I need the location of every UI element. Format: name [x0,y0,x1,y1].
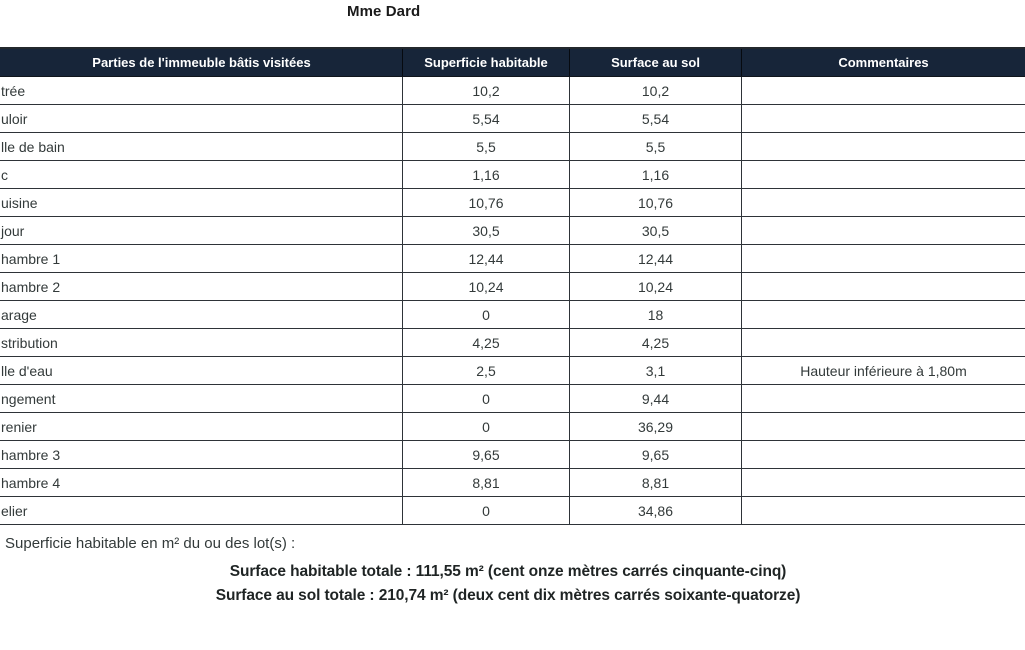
table-body: trée 10,2 10,2 uloir 5,54 5,54 lle de ba… [0,77,1025,525]
cell-superficie: 0 [403,301,570,328]
cell-comment [742,385,1025,412]
cell-comment [742,77,1025,104]
table-row: lle d'eau 2,5 3,1 Hauteur inférieure à 1… [0,357,1025,385]
table-row: uloir 5,54 5,54 [0,105,1025,133]
cell-superficie: 5,5 [403,133,570,160]
cell-superficie: 0 [403,497,570,524]
cell-room-name: uloir [0,105,403,132]
table-row: hambre 2 10,24 10,24 [0,273,1025,301]
cell-room-name: lle de bain [0,133,403,160]
cell-comment [742,301,1025,328]
cell-surface-sol: 10,76 [570,189,742,216]
cell-comment [742,441,1025,468]
cell-superficie: 10,24 [403,273,570,300]
table-header-row: Parties de l'immeuble bâtis visitées Sup… [0,49,1025,77]
cell-comment [742,413,1025,440]
cell-comment: Hauteur inférieure à 1,80m [800,362,967,379]
cell-surface-sol: 9,44 [570,385,742,412]
cell-surface-sol: 1,16 [570,161,742,188]
superficie-lot-label: Superficie habitable en m² du ou des lot… [5,535,296,552]
cell-room-name: elier [0,497,403,524]
cell-surface-sol: 34,86 [570,497,742,524]
total-habitable-line: Surface habitable totale : 111,55 m² (ce… [229,563,787,580]
table-row: trée 10,2 10,2 [0,77,1025,105]
cell-surface-sol: 4,25 [570,329,742,356]
cell-comment [742,329,1025,356]
table-row: ngement 0 9,44 [0,385,1025,413]
cell-room-name: hambre 3 [0,441,403,468]
cell-surface-sol: 5,54 [570,105,742,132]
cell-superficie: 1,16 [403,161,570,188]
table-row: hambre 4 8,81 8,81 [0,469,1025,497]
total-sol-line: Surface au sol totale : 210,74 m² (deux … [215,587,801,604]
page-title: Mme Dard [347,3,421,20]
table-row: arage 0 18 [0,301,1025,329]
header-surface-sol: Surface au sol [570,49,742,76]
cell-room-name: ngement [0,385,403,412]
cell-surface-sol: 18 [570,301,742,328]
cell-comment [742,133,1025,160]
cell-surface-sol: 10,2 [570,77,742,104]
cell-comment [742,497,1025,524]
cell-superficie: 10,76 [403,189,570,216]
table-row: stribution 4,25 4,25 [0,329,1025,357]
cell-room-name: stribution [0,329,403,356]
cell-surface-sol: 5,5 [570,133,742,160]
cell-surface-sol: 10,24 [570,273,742,300]
cell-room-name: jour [0,217,403,244]
cell-superficie: 2,5 [403,357,570,384]
table-row: lle de bain 5,5 5,5 [0,133,1025,161]
table-row: renier 0 36,29 [0,413,1025,441]
cell-room-name: trée [0,77,403,104]
cell-comment [742,189,1025,216]
cell-room-name: lle d'eau [0,357,403,384]
cell-comment [742,273,1025,300]
cell-room-name: c [0,161,403,188]
header-commentaires: Commentaires [838,55,929,70]
cell-superficie: 9,65 [403,441,570,468]
cell-superficie: 5,54 [403,105,570,132]
cell-superficie: 0 [403,413,570,440]
table-row: hambre 3 9,65 9,65 [0,441,1025,469]
cell-surface-sol: 8,81 [570,469,742,496]
header-superficie: Superficie habitable [403,49,570,76]
cell-comment [742,161,1025,188]
cell-superficie: 0 [403,385,570,412]
header-parts: Parties de l'immeuble bâtis visitées [0,49,403,76]
cell-superficie: 8,81 [403,469,570,496]
cell-surface-sol: 9,65 [570,441,742,468]
cell-room-name: renier [0,413,403,440]
cell-surface-sol: 12,44 [570,245,742,272]
table-row: jour 30,5 30,5 [0,217,1025,245]
cell-room-name: hambre 4 [0,469,403,496]
cell-room-name: arage [0,301,403,328]
table-row: uisine 10,76 10,76 [0,189,1025,217]
cell-comment [742,217,1025,244]
cell-comment [742,469,1025,496]
cell-comment [742,105,1025,132]
cell-superficie: 10,2 [403,77,570,104]
cell-superficie: 4,25 [403,329,570,356]
table-row: c 1,16 1,16 [0,161,1025,189]
cell-comment [742,245,1025,272]
cell-surface-sol: 30,5 [570,217,742,244]
cell-room-name: hambre 2 [0,273,403,300]
cell-superficie: 30,5 [403,217,570,244]
cell-superficie: 12,44 [403,245,570,272]
table-row: hambre 1 12,44 12,44 [0,245,1025,273]
cell-room-name: uisine [0,189,403,216]
cell-surface-sol: 36,29 [570,413,742,440]
measurements-table: Parties de l'immeuble bâtis visitées Sup… [0,47,1025,525]
table-row: elier 0 34,86 [0,497,1025,525]
cell-surface-sol: 3,1 [570,357,742,384]
cell-room-name: hambre 1 [0,245,403,272]
